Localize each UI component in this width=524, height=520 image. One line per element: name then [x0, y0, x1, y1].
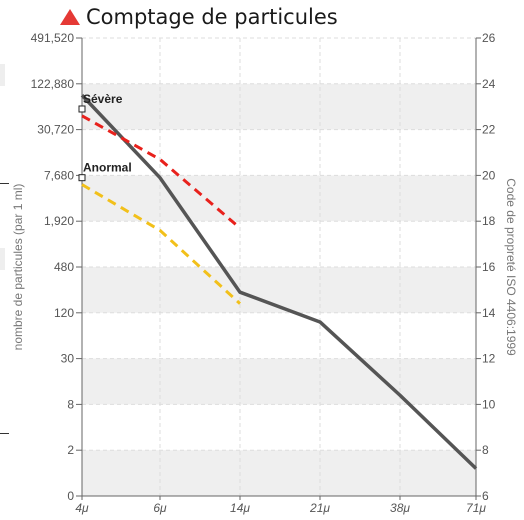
right-tick-label: 6 — [482, 489, 489, 503]
edge-marker — [0, 64, 5, 86]
right-tick-label: 26 — [482, 31, 496, 45]
left-tick-label: 30 — [61, 352, 75, 366]
grid-band — [82, 450, 476, 496]
right-tick-label: 8 — [482, 443, 489, 457]
annotation-label: Anormal — [83, 161, 132, 175]
right-tick-label: 10 — [482, 397, 496, 411]
right-tick-label: 22 — [482, 123, 496, 137]
right-axis-label: Code de propreté ISO 4406:1999 — [504, 178, 518, 356]
x-tick-label: 38μ — [390, 501, 410, 515]
edge-marker — [0, 248, 5, 270]
grid-band — [82, 358, 476, 405]
left-tick-label: 30,720 — [37, 123, 74, 137]
right-tick-label: 16 — [482, 260, 496, 274]
annotation-marker — [78, 174, 86, 182]
chart-title: Comptage de particules — [86, 5, 338, 29]
right-tick-label: 20 — [482, 168, 496, 182]
left-tick-label: 491,520 — [31, 31, 75, 45]
left-tick-label: 122,880 — [31, 77, 75, 91]
x-tick-label: 71μ — [466, 501, 486, 515]
left-tick-label: 120 — [54, 306, 74, 320]
right-tick-label: 24 — [482, 77, 496, 91]
left-tick-label: 0 — [67, 489, 74, 503]
edge-tick — [0, 433, 9, 434]
warning-triangle-icon — [60, 9, 80, 25]
series-line-abnormal — [81, 183, 242, 305]
edge-tick — [0, 183, 9, 184]
left-tick-label: 2 — [67, 443, 74, 457]
grid-band — [82, 175, 476, 222]
right-tick-label: 14 — [482, 306, 496, 320]
x-tick-label: 4μ — [75, 501, 89, 515]
left-tick-label: 1,920 — [44, 214, 74, 228]
right-tick-label: 12 — [482, 352, 496, 366]
right-tick-label: 18 — [482, 214, 496, 228]
series-line-measured — [80, 94, 478, 470]
left-tick-label: 7,680 — [44, 168, 74, 182]
annotation-label: Sévère — [83, 92, 123, 106]
x-tick-label: 21μ — [309, 501, 330, 515]
left-tick-label: 8 — [67, 397, 74, 411]
annotation-marker — [78, 105, 86, 113]
left-axis-label: nombre de particules (par 1 ml) — [11, 184, 25, 351]
grid-band — [82, 83, 476, 130]
chart-title-row: Comptage de particules — [60, 5, 338, 29]
x-tick-label: 14μ — [230, 501, 250, 515]
x-tick-label: 6μ — [153, 501, 167, 515]
left-tick-label: 480 — [54, 260, 74, 274]
